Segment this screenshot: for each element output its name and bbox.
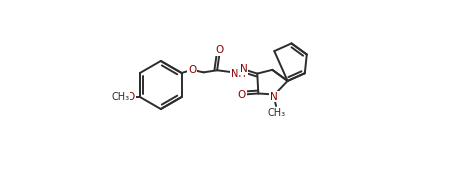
Text: CH₃: CH₃: [112, 92, 130, 102]
Text: O: O: [237, 90, 246, 99]
Text: NH: NH: [231, 69, 246, 79]
Text: O: O: [216, 45, 224, 55]
Text: O: O: [188, 65, 196, 75]
Text: O: O: [126, 92, 135, 102]
Text: N: N: [270, 92, 278, 102]
Text: N: N: [240, 64, 248, 74]
Text: CH₃: CH₃: [267, 108, 285, 118]
